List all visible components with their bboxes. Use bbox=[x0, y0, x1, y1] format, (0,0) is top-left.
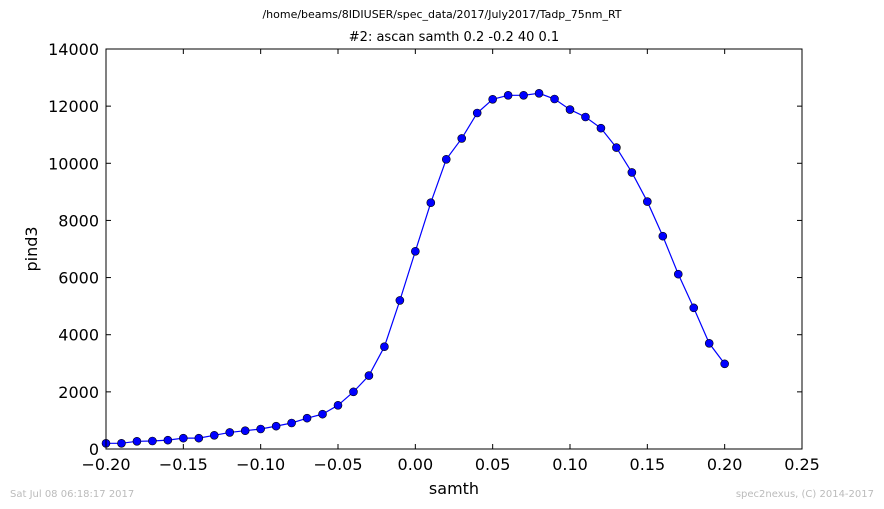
data-point bbox=[364, 371, 374, 380]
data-point bbox=[349, 387, 358, 397]
y-tick-label: 6000 bbox=[58, 269, 99, 288]
footer-timestamp: Sat Jul 08 06:18:17 2017 bbox=[10, 489, 135, 500]
data-point bbox=[256, 424, 265, 434]
chart-title: #2: ascan samth 0.2 -0.2 40 0.1 bbox=[348, 30, 560, 45]
data-point bbox=[240, 426, 250, 436]
data-point bbox=[302, 413, 312, 423]
data-point bbox=[519, 90, 528, 100]
data-point bbox=[503, 90, 513, 100]
data-point bbox=[643, 197, 652, 206]
data-point bbox=[689, 303, 699, 313]
data-point bbox=[395, 296, 405, 305]
y-tick-label: 14000 bbox=[48, 40, 99, 59]
data-point bbox=[179, 433, 188, 443]
x-tick-label: 0.05 bbox=[475, 455, 511, 474]
data-point bbox=[148, 436, 157, 446]
x-tick-label: −0.15 bbox=[159, 455, 208, 474]
data-point bbox=[596, 123, 606, 133]
plot-area bbox=[101, 88, 729, 448]
y-tick-label: 8000 bbox=[58, 211, 99, 230]
data-point bbox=[132, 436, 142, 446]
x-tick-label: −0.20 bbox=[81, 455, 130, 474]
data-point bbox=[117, 438, 126, 448]
data-point bbox=[209, 430, 219, 440]
x-tick-label: 0.10 bbox=[552, 455, 588, 474]
data-point bbox=[627, 168, 637, 177]
y-axis-label: pind3 bbox=[22, 226, 41, 271]
x-tick-label: −0.05 bbox=[313, 455, 362, 474]
axis-ticks: −0.20 −0.15 −0.10 −0.05 0.00 0.05 0.10 0.15 0.20… bbox=[48, 40, 820, 474]
y-tick-label: 12000 bbox=[48, 97, 99, 116]
data-point bbox=[565, 105, 575, 114]
data-point bbox=[488, 94, 497, 104]
data-point bbox=[673, 269, 683, 279]
x-axis-label: samth bbox=[429, 479, 479, 498]
series-line bbox=[106, 92, 726, 444]
data-point bbox=[287, 418, 296, 428]
data-point bbox=[194, 433, 204, 443]
footer-credit: spec2nexus, (C) 2014-2017 bbox=[735, 489, 874, 500]
data-point bbox=[163, 435, 173, 445]
data-point bbox=[534, 88, 544, 98]
data-point bbox=[411, 246, 420, 256]
data-point bbox=[271, 421, 281, 431]
data-point bbox=[550, 94, 559, 104]
x-tick-label: 0.25 bbox=[784, 455, 820, 474]
data-point bbox=[612, 143, 621, 152]
data-point bbox=[472, 108, 482, 118]
x-tick-label: −0.10 bbox=[236, 455, 285, 474]
y-tick-label: 0 bbox=[89, 440, 99, 459]
x-tick-label: 0.00 bbox=[398, 455, 434, 474]
figure-suptitle: /home/beams/8IDIUSER/spec_data/2017/July… bbox=[262, 8, 622, 21]
x-tick-label: 0.20 bbox=[707, 455, 743, 474]
y-tick-label: 2000 bbox=[58, 383, 99, 402]
data-point bbox=[581, 112, 590, 122]
y-tick-label: 4000 bbox=[58, 326, 99, 345]
data-point bbox=[380, 342, 389, 352]
data-point bbox=[720, 359, 729, 369]
x-tick-label: 0.15 bbox=[630, 455, 666, 474]
y-tick-label: 10000 bbox=[48, 154, 99, 173]
data-point bbox=[426, 198, 436, 208]
data-point bbox=[225, 428, 235, 437]
data-point bbox=[441, 154, 451, 164]
data-point bbox=[704, 338, 714, 348]
data-point bbox=[658, 231, 668, 241]
data-point bbox=[318, 409, 327, 419]
data-point bbox=[457, 134, 467, 143]
axes-frame bbox=[105, 48, 803, 450]
data-point bbox=[333, 400, 343, 410]
